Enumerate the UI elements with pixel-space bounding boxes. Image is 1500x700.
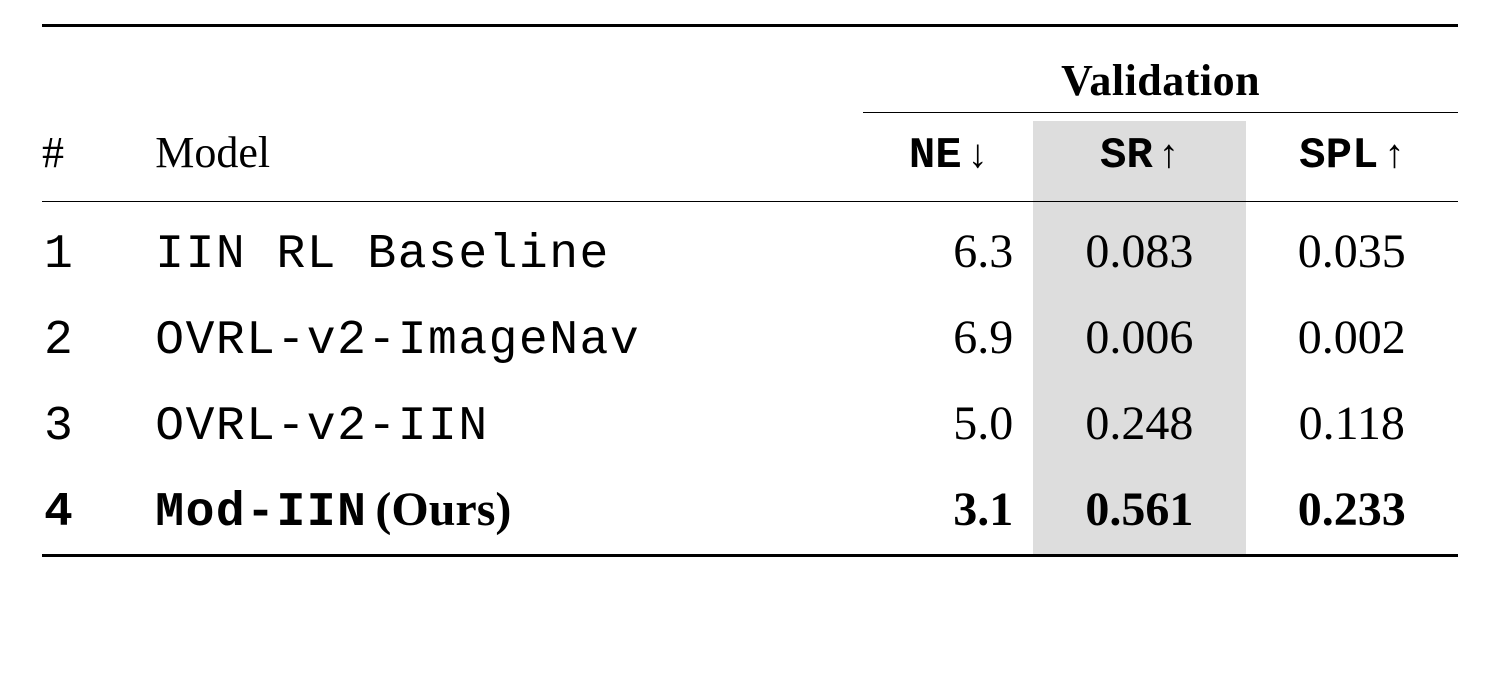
row-idx: 1: [42, 210, 155, 296]
col-header-sr: SR↑: [1033, 121, 1245, 202]
col-header-idx: #: [42, 121, 155, 202]
group-header-row: Validation: [42, 35, 1458, 113]
model-suffix: [610, 225, 618, 278]
table-row: 4 Mod-IIN(Ours) 3.1 0.561 0.233: [42, 468, 1458, 556]
cell-ne: 5.0: [863, 382, 1033, 468]
table-row: 1 IIN RL Baseline 6.3 0.083 0.035: [42, 210, 1458, 296]
table-row: 2 OVRL-v2-ImageNav 6.9 0.006 0.002: [42, 296, 1458, 382]
model-name: IIN RL Baseline: [155, 228, 610, 282]
group-header-validation: Validation: [863, 35, 1458, 113]
cell-ne: 6.3: [863, 210, 1033, 296]
col-header-model: Model: [155, 121, 863, 202]
model-suffix: (Ours): [367, 483, 511, 536]
row-model: OVRL-v2-ImageNav: [155, 296, 863, 382]
col-header-sr-label: SR: [1100, 131, 1153, 181]
arrow-up-icon: ↑: [1153, 131, 1179, 176]
cell-spl: 0.118: [1246, 382, 1458, 468]
results-table: Validation # Model NE↓ SR↑ SPL↑ 1 IIN RL…: [42, 24, 1458, 557]
cell-sr: 0.083: [1033, 210, 1245, 296]
row-model: IIN RL Baseline: [155, 210, 863, 296]
cell-spl: 0.233: [1246, 468, 1458, 556]
arrow-up-icon: ↑: [1378, 131, 1404, 176]
column-header-row: # Model NE↓ SR↑ SPL↑: [42, 121, 1458, 202]
cell-sr: 0.248: [1033, 382, 1245, 468]
model-suffix: [489, 397, 497, 450]
model-suffix: [640, 311, 648, 364]
col-header-ne-label: NE: [909, 131, 962, 181]
model-name: OVRL-v2-IIN: [155, 400, 488, 454]
cell-spl: 0.002: [1246, 296, 1458, 382]
mid-rule: [42, 201, 1458, 210]
top-rule: [42, 26, 1458, 36]
row-model: Mod-IIN(Ours): [155, 468, 863, 556]
cell-spl: 0.035: [1246, 210, 1458, 296]
row-idx: 4: [42, 468, 155, 556]
results-table-container: Validation # Model NE↓ SR↑ SPL↑ 1 IIN RL…: [0, 0, 1500, 581]
table-row: 3 OVRL-v2-IIN 5.0 0.248 0.118: [42, 382, 1458, 468]
col-header-spl-label: SPL: [1299, 131, 1378, 181]
col-header-spl: SPL↑: [1246, 121, 1458, 202]
row-idx: 2: [42, 296, 155, 382]
model-name: Mod-IIN: [155, 486, 367, 540]
cell-sr: 0.561: [1033, 468, 1245, 556]
col-header-ne: NE↓: [863, 121, 1033, 202]
model-name: OVRL-v2-ImageNav: [155, 314, 640, 368]
row-idx: 3: [42, 382, 155, 468]
row-model: OVRL-v2-IIN: [155, 382, 863, 468]
cell-ne: 6.9: [863, 296, 1033, 382]
cell-sr: 0.006: [1033, 296, 1245, 382]
cell-ne: 3.1: [863, 468, 1033, 556]
group-header-rule: [42, 113, 1458, 121]
arrow-down-icon: ↓: [962, 131, 988, 176]
